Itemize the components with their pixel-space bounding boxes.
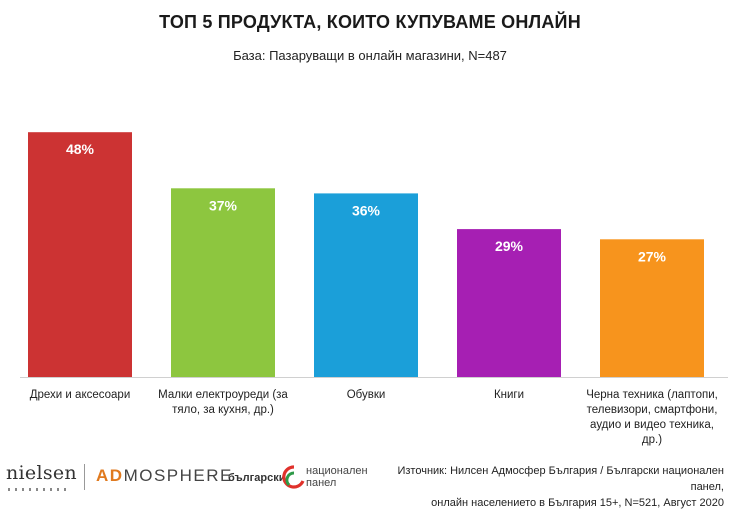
- bar-value-label-2: 37%: [209, 197, 238, 213]
- chart-subtitle: База: Пазаруващи в онлайн магазини, N=48…: [233, 48, 507, 63]
- bar-5: [600, 239, 704, 377]
- source-note: Източник: Нилсен Адмосфер България / Бъл…: [364, 463, 724, 509]
- bar-value-label-1: 48%: [66, 141, 95, 157]
- source-line-2: онлайн населението в България 15+, N=521…: [431, 497, 724, 509]
- category-label-5: Черна техника (лаптопи, телевизори, смарт…: [586, 389, 718, 446]
- bulgarian-national-panel-logo: български национален панел: [228, 464, 368, 494]
- bar-4: [457, 229, 561, 377]
- nielsen-logo-dots: [8, 488, 68, 491]
- bnp-logo-swirl-icon: [282, 465, 305, 489]
- bnp-logo-word2: национален панел: [306, 465, 368, 489]
- category-label-2: Малки електроуреди (за тяло, за кухня, др…: [158, 389, 288, 416]
- bar-1: [28, 132, 132, 377]
- bar-value-label-5: 27%: [638, 248, 667, 264]
- logo-divider: [84, 464, 85, 490]
- bar-value-label-4: 29%: [495, 238, 524, 254]
- bnp-logo-word1: български: [228, 472, 286, 484]
- chart-title: ТОП 5 ПРОДУКТА, КОИТО КУПУВАМЕ ОНЛАЙН: [159, 12, 581, 32]
- bar-3: [314, 193, 418, 377]
- footer-logos: nielsen ADMOSPHERE български национален п…: [6, 460, 368, 496]
- category-label-1: Дрехи и аксесоари: [29, 389, 131, 401]
- bar-value-label-3: 36%: [352, 202, 381, 218]
- source-line-1: Източник: Нилсен Адмосфер България / Бъл…: [397, 465, 724, 493]
- admosphere-logo: ADMOSPHERE: [96, 466, 233, 485]
- nielsen-logo: nielsen: [6, 462, 77, 484]
- category-label-4: Книги: [493, 389, 525, 401]
- category-label-3: Обувки: [346, 389, 386, 401]
- bar-2: [171, 188, 275, 377]
